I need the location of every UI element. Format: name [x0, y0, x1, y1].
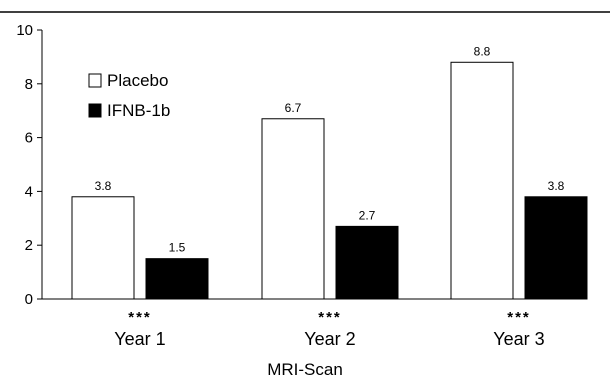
legend-swatch-placebo [88, 73, 102, 88]
y-tick-label: 10 [16, 22, 33, 39]
significance-marker: *** [507, 309, 531, 326]
significance-marker: *** [128, 309, 152, 326]
bars: 3.8 1.5 *** Year 1 6.7 2.7 *** Year 2 8.8 3.8 *** Y… [71, 44, 588, 349]
x-axis-title: MRI-Scan [267, 360, 343, 379]
bar-placebo-1 [71, 196, 135, 300]
bar-value-label: 1.5 [169, 241, 186, 255]
category-label: Year 2 [304, 329, 355, 349]
significance-marker: *** [318, 309, 342, 326]
bar-value-label: 3.8 [548, 179, 565, 193]
bar-ifnb-1 [145, 258, 209, 300]
legend-label-placebo: Placebo [107, 71, 168, 90]
bar-ifnb-2 [335, 225, 399, 300]
legend-swatch-ifnb [88, 103, 102, 118]
bar-placebo-3 [450, 61, 514, 300]
bar-value-label: 6.7 [285, 101, 302, 115]
bar-value-label: 8.8 [474, 44, 491, 58]
y-tick-label: 8 [25, 76, 33, 93]
legend: Placebo IFNB-1b [88, 71, 170, 120]
y-tick-label: 6 [25, 130, 33, 147]
legend-label-ifnb: IFNB-1b [107, 101, 170, 120]
bar-value-label: 2.7 [359, 208, 376, 222]
category-label: Year 1 [114, 329, 165, 349]
category-label: Year 3 [493, 329, 544, 349]
y-tick-label: 2 [25, 237, 33, 254]
bar-ifnb-3 [524, 196, 588, 300]
bar-placebo-2 [261, 118, 325, 300]
bar-value-label: 3.8 [95, 179, 112, 193]
y-ticks: 0 2 4 6 8 10 [16, 22, 42, 308]
y-tick-label: 4 [25, 183, 33, 200]
y-tick-label: 0 [25, 291, 33, 308]
